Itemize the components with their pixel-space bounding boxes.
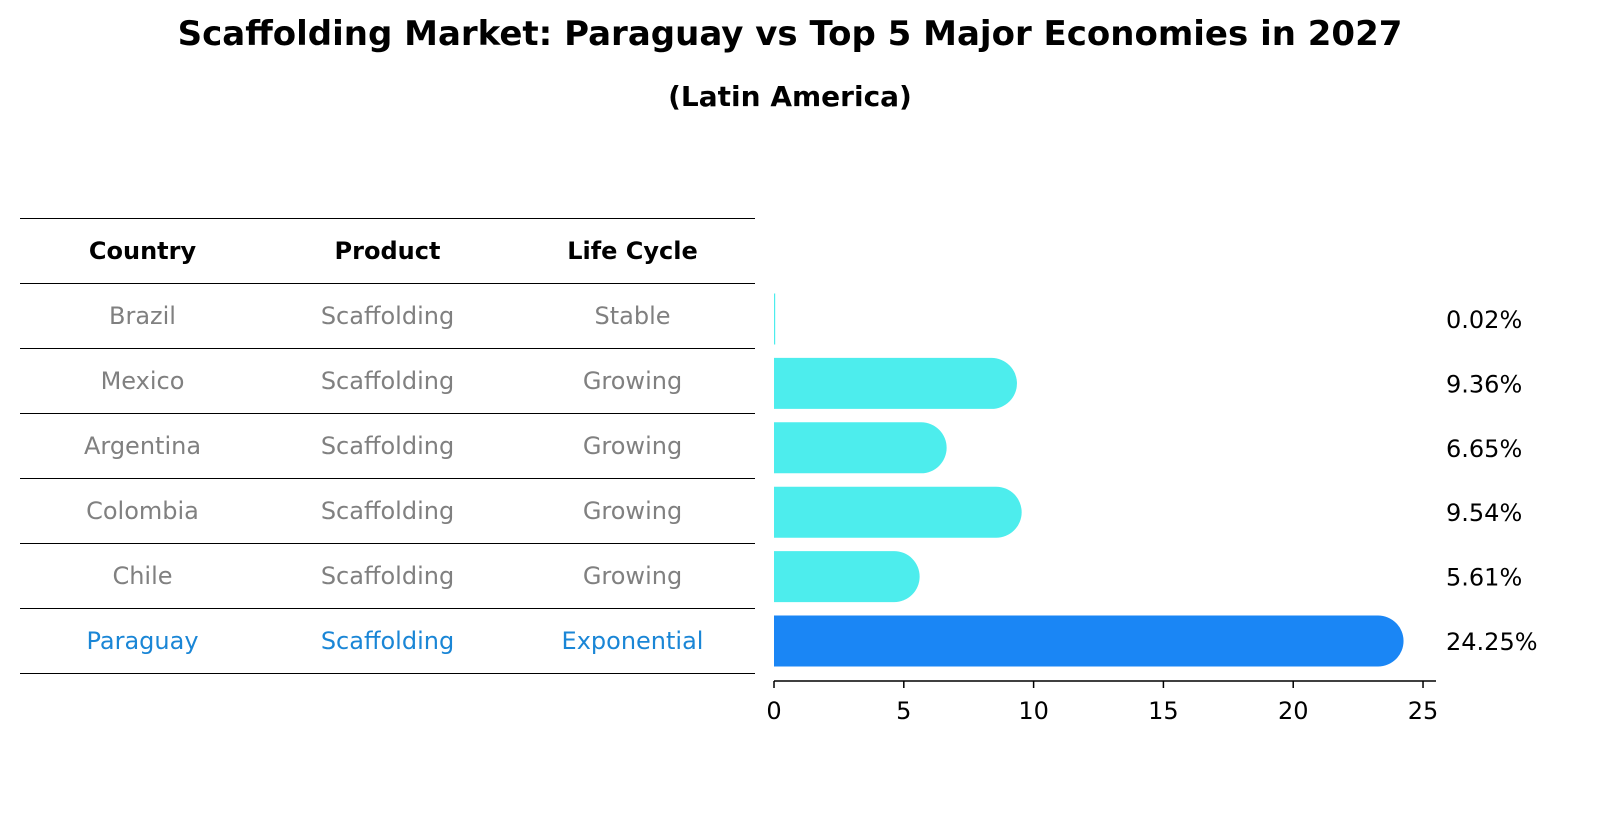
product-cell: Scaffolding bbox=[320, 302, 455, 330]
value-label: 5.61% bbox=[1446, 564, 1522, 592]
table-row: Argentina Scaffolding Growing bbox=[20, 414, 755, 479]
table-row: Mexico Scaffolding Growing bbox=[20, 349, 755, 414]
country-cell: Paraguay bbox=[86, 627, 199, 655]
life-cycle-cell: Growing bbox=[582, 497, 683, 525]
bar-chile bbox=[774, 551, 920, 603]
life-cycle-cell: Growing bbox=[582, 432, 683, 460]
bar-paraguay bbox=[774, 615, 1404, 667]
life-cycle-cell: Growing bbox=[582, 367, 683, 395]
life-cycle-cell: Exponential bbox=[561, 627, 704, 655]
table-row: Colombia Scaffolding Growing bbox=[20, 479, 755, 544]
chart-title: Scaffolding Market: Paraguay vs Top 5 Ma… bbox=[177, 14, 1403, 54]
x-tick-label: 20 bbox=[1278, 697, 1309, 725]
product-cell: Scaffolding bbox=[320, 562, 455, 590]
product-cell: Scaffolding bbox=[320, 497, 455, 525]
table-row: Chile Scaffolding Growing bbox=[20, 544, 755, 609]
country-cell: Mexico bbox=[100, 367, 185, 395]
header-country: Country bbox=[88, 237, 197, 265]
value-label: 24.25% bbox=[1446, 628, 1538, 656]
table-header-row: Country Product Life Cycle bbox=[20, 219, 755, 284]
country-cell: Brazil bbox=[109, 302, 176, 330]
life-cycle-cell: Growing bbox=[582, 562, 683, 590]
chart-subtitle: (Latin America) bbox=[668, 80, 912, 113]
bar-mexico bbox=[774, 357, 1017, 409]
x-tick-label: 25 bbox=[1408, 697, 1439, 725]
life-cycle-cell: Stable bbox=[594, 302, 671, 330]
value-label: 9.36% bbox=[1446, 370, 1522, 398]
header-life-cycle: Life Cycle bbox=[567, 237, 698, 265]
x-tick-label: 0 bbox=[766, 697, 781, 725]
bar-argentina bbox=[774, 422, 947, 474]
x-tick-label: 5 bbox=[896, 697, 911, 725]
value-label: 0.02% bbox=[1446, 306, 1522, 334]
country-cell: Chile bbox=[112, 562, 173, 590]
product-cell: Scaffolding bbox=[320, 432, 455, 460]
country-table: Country Product Life Cycle Brazil Scaffo… bbox=[20, 218, 755, 674]
value-label: 9.54% bbox=[1446, 499, 1522, 527]
x-tick-label: 10 bbox=[1018, 697, 1049, 725]
header-product: Product bbox=[334, 237, 441, 265]
product-cell: Scaffolding bbox=[320, 627, 455, 655]
bar-brazil bbox=[774, 293, 776, 345]
table-row: Paraguay Scaffolding Exponential bbox=[20, 609, 755, 674]
x-tick-label: 15 bbox=[1148, 697, 1179, 725]
bar-colombia bbox=[774, 486, 1022, 538]
value-label: 6.65% bbox=[1446, 435, 1522, 463]
country-cell: Colombia bbox=[86, 497, 199, 525]
product-cell: Scaffolding bbox=[320, 367, 455, 395]
country-cell: Argentina bbox=[83, 432, 202, 460]
table-row: Brazil Scaffolding Stable bbox=[20, 284, 755, 349]
